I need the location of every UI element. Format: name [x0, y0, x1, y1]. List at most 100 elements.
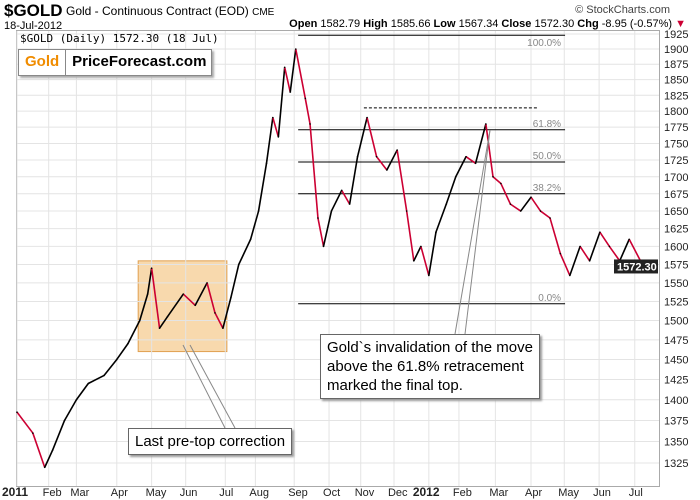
pointer-line: [189, 344, 236, 429]
price-point: [43, 466, 46, 469]
price-point: [150, 267, 153, 269]
pointer-line: [454, 129, 491, 335]
price-point: [530, 196, 532, 199]
price-segment: [492, 176, 502, 185]
price-point: [283, 66, 286, 69]
price-point: [289, 91, 292, 93]
price-segment: [485, 123, 494, 177]
y-tick-label: 1400: [664, 395, 688, 407]
price-point: [294, 48, 297, 50]
price-segment: [455, 156, 467, 178]
fib-level-label: 0.0%: [538, 293, 561, 304]
invalidation-note: Gold`s invalidation of the move above th…: [320, 334, 540, 399]
chg-label: Chg: [577, 18, 599, 30]
logo-gold: Gold: [19, 50, 67, 75]
price-segment: [158, 316, 169, 329]
y-tick-label: 1800: [664, 106, 688, 118]
price-point: [330, 210, 333, 212]
y-tick-label: 1575: [664, 259, 688, 271]
x-tick-label: Apr: [525, 487, 542, 499]
price-point: [435, 231, 437, 233]
price-segment: [283, 67, 292, 93]
price-point: [272, 116, 274, 119]
price-segment: [500, 183, 512, 205]
price-point: [194, 304, 196, 307]
y-tick-label: 1475: [664, 335, 688, 347]
price-segment: [569, 246, 581, 276]
price-segment: [272, 117, 280, 138]
price-point: [375, 155, 378, 158]
price-point: [474, 162, 477, 165]
price-point: [366, 116, 368, 119]
x-tick-label: Apr: [111, 487, 128, 499]
x-tick-label: Oct: [323, 487, 340, 499]
price-segment: [289, 48, 297, 93]
price-segment: [348, 156, 359, 205]
y-tick-label: 1325: [664, 458, 688, 470]
price-point: [63, 419, 66, 422]
price-point: [214, 312, 216, 314]
price-point: [138, 319, 141, 322]
price-point: [348, 203, 351, 205]
instrument-name: Gold - Continuous Contract (EOD) CME: [66, 4, 274, 18]
x-tick-label: Feb: [453, 487, 472, 499]
price-segment: [396, 149, 408, 212]
price-segment: [366, 117, 378, 157]
price-segment: [146, 268, 153, 295]
price-segment: [294, 48, 307, 99]
y-tick-label: 1650: [664, 206, 688, 218]
high-value: 1585.66: [390, 18, 431, 30]
price-point: [75, 398, 78, 401]
price-point: [579, 245, 581, 248]
price-point: [103, 374, 105, 377]
y-tick-label: 1850: [664, 75, 688, 87]
price-point: [182, 293, 185, 295]
price-point: [500, 182, 502, 185]
price-point: [237, 263, 240, 266]
price-point: [32, 432, 34, 434]
ohlc-bar: Open 1582.79 High 1585.66 Low 1567.34 Cl…: [289, 18, 686, 30]
price-segment: [127, 320, 141, 345]
x-tick-label: Sep: [288, 487, 308, 499]
price-point: [356, 155, 359, 158]
price-segment: [579, 245, 591, 262]
y-tick-label: 1350: [664, 437, 688, 449]
price-segment: [238, 238, 252, 265]
pointer-line: [464, 129, 491, 335]
note-line: marked the final top.: [327, 377, 463, 394]
y-tick-label: 1600: [664, 241, 688, 253]
price-segment: [530, 196, 542, 212]
price-point: [559, 252, 562, 255]
price-point: [628, 238, 631, 241]
y-tick-label: 1825: [664, 90, 688, 102]
chart-legend: $GOLD (Daily) 1572.30 (18 Jul): [20, 32, 219, 45]
y-tick-label: 1425: [664, 374, 688, 386]
price-point: [51, 449, 54, 451]
price-segment: [588, 231, 601, 262]
price-segment: [87, 374, 105, 385]
note-line: above the 61.8% retracement: [327, 358, 524, 375]
down-triangle-icon: ▼: [675, 18, 686, 30]
price-point: [569, 274, 571, 277]
price-point: [539, 210, 542, 212]
price-segment: [277, 67, 286, 138]
fib-level-label: 38.2%: [533, 183, 561, 194]
price-segment: [520, 196, 532, 212]
chg-value: -8.95 (-0.57%): [601, 18, 673, 30]
last-price-tag: [614, 259, 658, 274]
price-segment: [509, 203, 522, 212]
open-value: 1582.79: [320, 18, 361, 30]
y-tick-label: 1450: [664, 354, 688, 366]
price-point: [265, 162, 268, 165]
price-segment: [249, 210, 260, 240]
price-segment: [386, 149, 398, 171]
price-segment: [206, 282, 216, 314]
y-tick-label: 1900: [664, 44, 688, 56]
fib-level-label: 100.0%: [527, 38, 561, 49]
price-segment: [138, 293, 149, 321]
price-point: [317, 217, 319, 219]
price-segment: [559, 253, 571, 276]
price-point: [257, 210, 260, 212]
price-point: [127, 342, 129, 345]
price-segment: [608, 245, 621, 262]
